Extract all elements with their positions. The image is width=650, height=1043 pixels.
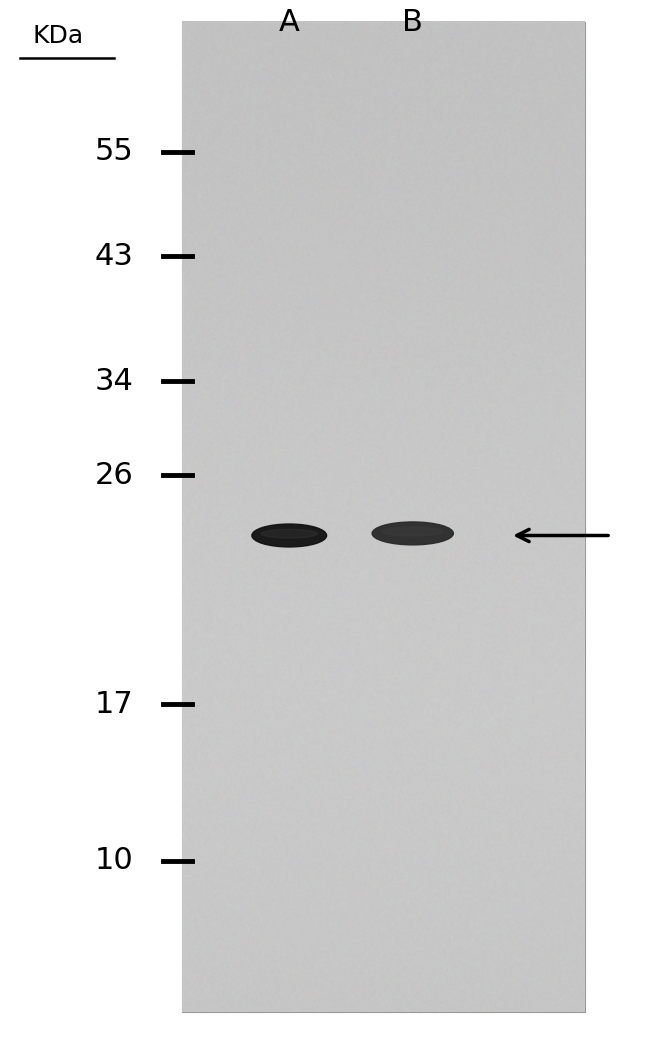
Text: KDa: KDa [33,24,84,48]
Text: 34: 34 [94,367,133,395]
Ellipse shape [261,529,317,538]
Text: 55: 55 [94,138,133,167]
Ellipse shape [372,522,454,544]
Text: B: B [402,8,423,38]
Bar [182,22,585,1012]
Text: 10: 10 [94,846,133,875]
Ellipse shape [252,524,326,547]
Text: 17: 17 [94,689,133,719]
Ellipse shape [382,527,443,536]
Text: A: A [279,8,300,38]
Text: 43: 43 [94,242,133,271]
Text: 26: 26 [94,461,133,489]
